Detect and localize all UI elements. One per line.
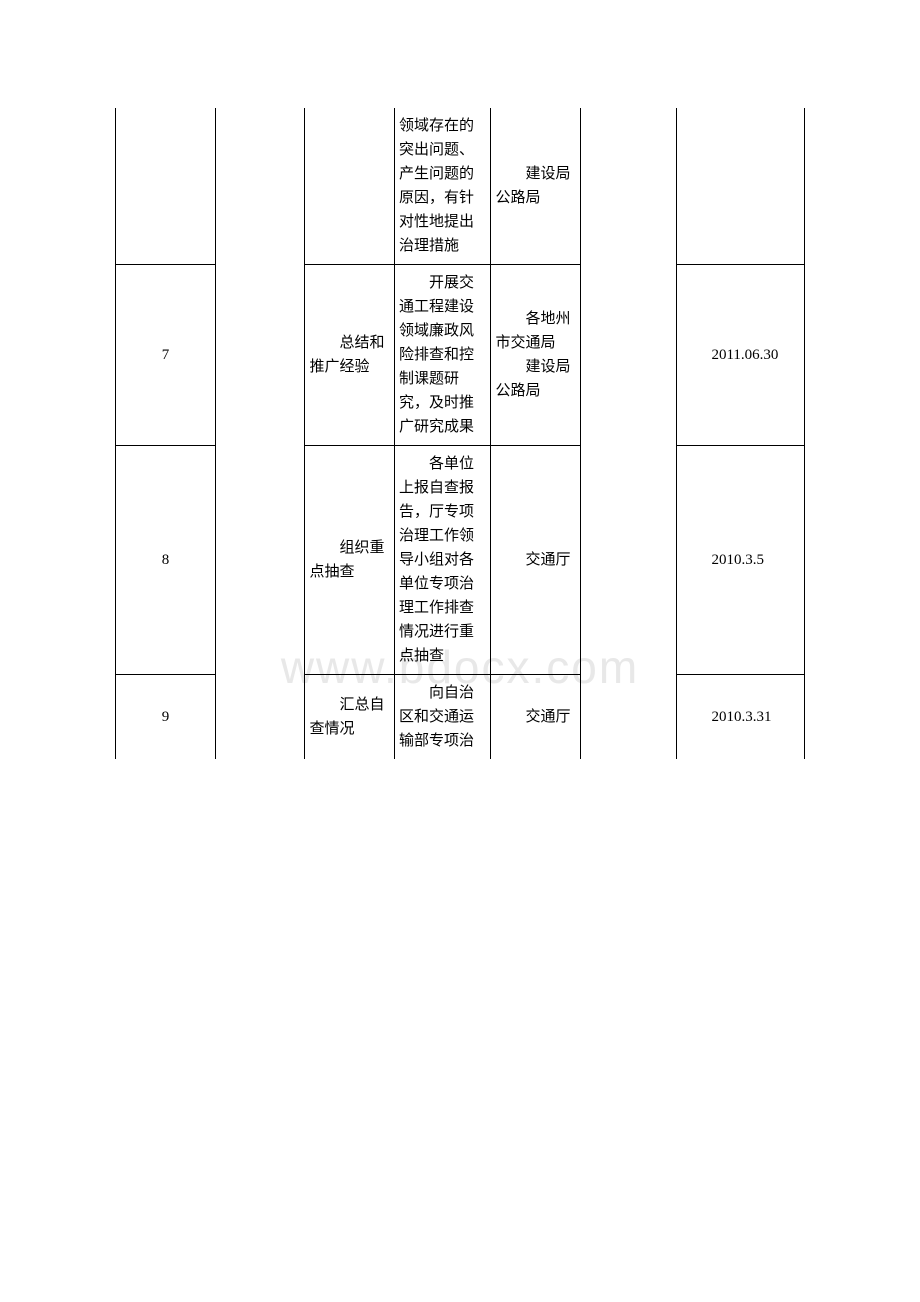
cell-date-2: 2010.3.5: [677, 446, 805, 675]
table-row: 9 汇总自查情况 向自治区和交通运输部专项治 交通厅 2010.3.31: [116, 675, 805, 760]
cell-num-0: [116, 108, 216, 265]
cell-task-2: 组织重点抽查: [305, 446, 395, 675]
cell-unit-3: 交通厅: [491, 675, 581, 760]
cell-unit-0: 建设局 公路局: [491, 108, 581, 265]
cell-num-1: 7: [116, 265, 216, 446]
cell-content-0: 领域存在的突出问题、产生问题的原因，有针对性地提出治理措施: [395, 108, 491, 265]
cell-date-3: 2010.3.31: [677, 675, 805, 760]
cell-num-3: 9: [116, 675, 216, 760]
table-row: 8 组织重点抽查 各单位上报自查报告，厅专项治理工作领导小组对各单位专项治理工作…: [116, 446, 805, 675]
cell-content-3: 向自治区和交通运输部专项治: [395, 675, 491, 760]
cell-date-1: 2011.06.30: [677, 265, 805, 446]
document-page: 领域存在的突出问题、产生问题的原因，有针对性地提出治理措施 建设局 公路局 7 …: [0, 0, 920, 859]
cell-content-1: 开展交通工程建设领域廉政风险排查和控制课题研究，及时推广研究成果: [395, 265, 491, 446]
cell-stage-2: [215, 446, 305, 675]
cell-unit-2: 交通厅: [491, 446, 581, 675]
cell-task-1: 总结和推广经验: [305, 265, 395, 446]
cell-num-2: 8: [116, 446, 216, 675]
cell-stage-3: [215, 675, 305, 760]
cell-task-0: [305, 108, 395, 265]
cell-lead-0: [581, 108, 677, 265]
cell-lead-2: [581, 446, 677, 675]
cell-stage-0: [215, 108, 305, 265]
table-row: 7 总结和推广经验 开展交通工程建设领域廉政风险排查和控制课题研究，及时推广研究…: [116, 265, 805, 446]
schedule-table: 领域存在的突出问题、产生问题的原因，有针对性地提出治理措施 建设局 公路局 7 …: [115, 108, 805, 759]
cell-unit-1: 各地州市交通局 建设局 公路局: [491, 265, 581, 446]
cell-date-0: [677, 108, 805, 265]
cell-lead-1: [581, 265, 677, 446]
table-row: 领域存在的突出问题、产生问题的原因，有针对性地提出治理措施 建设局 公路局: [116, 108, 805, 265]
cell-task-3: 汇总自查情况: [305, 675, 395, 760]
cell-content-2: 各单位上报自查报告，厅专项治理工作领导小组对各单位专项治理工作排查情况进行重点抽…: [395, 446, 491, 675]
cell-stage-1: [215, 265, 305, 446]
cell-lead-3: [581, 675, 677, 760]
